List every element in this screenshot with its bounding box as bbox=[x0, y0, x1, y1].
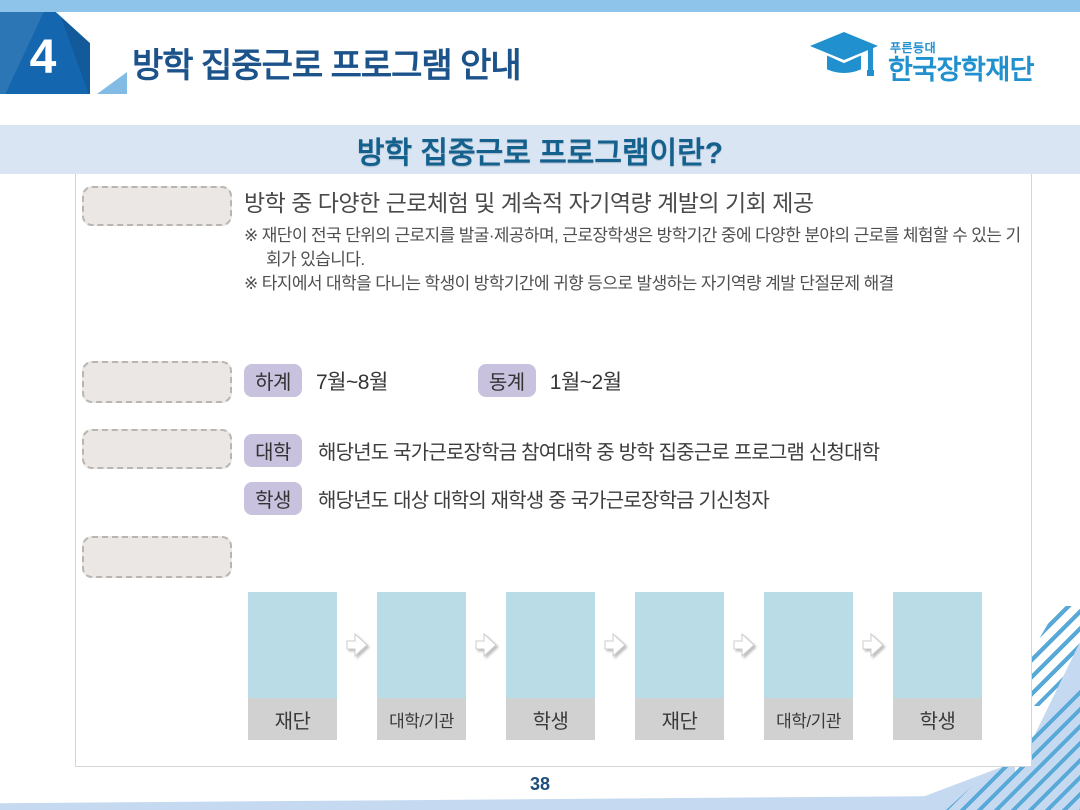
section-number: 4 bbox=[29, 30, 57, 84]
top-accent-bar bbox=[0, 0, 1080, 12]
page-number: 38 bbox=[529, 774, 551, 794]
flow-step-image bbox=[893, 592, 982, 698]
target-desc-student: 해당년도 대상 대학의 재학생 중 국가근로장학금 기신청자 bbox=[318, 490, 770, 512]
flow-step: 학생 bbox=[893, 592, 982, 740]
period-row: 하계 7월~8월 동계 1월~2월 bbox=[244, 364, 622, 397]
content-panel: 방학 중 다양한 근로체험 및 계속적 자기역량 계발의 기회 제공 ※ 재단이… bbox=[75, 174, 1032, 767]
arrow-right-icon bbox=[853, 592, 893, 698]
overview-note: ※ 재단이 전국 단위의 근로지를 발굴·제공하며, 근로장학생은 방학기간 중… bbox=[244, 226, 1021, 270]
label-placeholder-box bbox=[82, 186, 232, 226]
flow-step-image bbox=[635, 592, 724, 698]
arrow-right-icon bbox=[724, 592, 764, 698]
target-badge-university: 대학 bbox=[244, 434, 302, 467]
flow-step: 재단 bbox=[248, 592, 337, 740]
org-logo: 푸른등대 한국장학재단 bbox=[808, 30, 1035, 88]
flow-step-label: 학생 bbox=[893, 698, 982, 740]
target-row-student: 학생 해당년도 대상 대학의 재학생 중 국가근로장학금 기신청자 bbox=[244, 482, 770, 515]
target-row-university: 대학 해당년도 국가근로장학금 참여대학 중 방학 집중근로 프로그램 신청대학 bbox=[244, 434, 880, 467]
flow-step-label: 재단 bbox=[635, 698, 724, 740]
overview-note: ※ 타지에서 대학을 다니는 학생이 방학기간에 귀향 등으로 발생하는 자기역… bbox=[244, 274, 894, 294]
section-number-badge: 4 bbox=[0, 12, 90, 94]
logo-text: 푸른등대 한국장학재단 bbox=[887, 41, 1035, 88]
bottom-band-decoration bbox=[0, 795, 1080, 810]
flow-step: 대학/기관 bbox=[377, 592, 466, 740]
period-badge-winter: 동계 bbox=[477, 364, 536, 397]
flow-step-image bbox=[377, 592, 466, 698]
slide-title: 방학 집중근로 프로그램 안내 bbox=[132, 47, 522, 85]
period-value-winter: 1월~2월 bbox=[549, 370, 622, 394]
flow-step-image bbox=[506, 592, 595, 698]
target-desc-university: 해당년도 국가근로장학금 참여대학 중 방학 집중근로 프로그램 신청대학 bbox=[318, 442, 880, 464]
overview-heading: 방학 중 다양한 근로체험 및 계속적 자기역량 계발의 기회 제공 bbox=[244, 190, 814, 216]
flow-step: 재단 bbox=[635, 592, 724, 740]
label-placeholder-box bbox=[82, 429, 232, 469]
program-overview: 방학 중 다양한 근로체험 및 계속적 자기역량 계발의 기회 제공 ※ 재단이… bbox=[244, 184, 1026, 296]
arrow-right-icon bbox=[337, 592, 377, 698]
section-banner-title: 방학 집중근로 프로그램이란? bbox=[356, 136, 724, 170]
label-placeholder-box bbox=[82, 536, 232, 578]
flow-step: 학생 bbox=[506, 592, 595, 740]
flow-step-label: 대학/기관 bbox=[764, 698, 853, 740]
label-placeholder-box bbox=[82, 361, 232, 403]
flow-step-label: 학생 bbox=[506, 698, 595, 740]
target-badge-student: 학생 bbox=[244, 482, 302, 515]
period-value-summer: 7월~8월 bbox=[316, 370, 388, 394]
arrow-right-icon bbox=[595, 592, 635, 698]
flow-step: 대학/기관 bbox=[764, 592, 853, 740]
flow-step-image bbox=[248, 592, 337, 698]
graduation-cap-icon bbox=[809, 32, 878, 76]
arrow-right-icon bbox=[466, 592, 506, 698]
process-flow: 재단 대학/기관 학생 재단 bbox=[248, 592, 982, 740]
logo-name: 한국장학재단 bbox=[887, 55, 1035, 85]
flow-step-label: 대학/기관 bbox=[377, 698, 466, 740]
flow-step-image bbox=[764, 592, 853, 698]
triangle-decoration bbox=[97, 72, 127, 94]
period-badge-summer: 하계 bbox=[244, 364, 302, 397]
section-banner: 방학 집중근로 프로그램이란? bbox=[0, 125, 1080, 174]
logo-tagline: 푸른등대 bbox=[889, 41, 937, 55]
flow-step-label: 재단 bbox=[248, 698, 337, 740]
